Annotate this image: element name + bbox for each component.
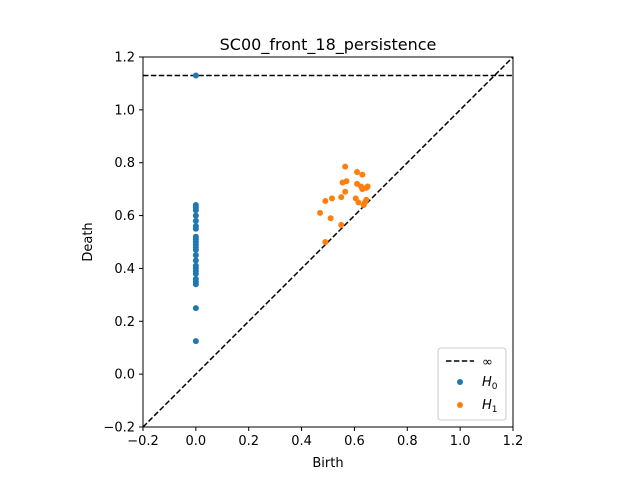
h1-point-10 <box>343 178 350 185</box>
h1-point-1 <box>322 239 329 245</box>
h1-point-3 <box>327 215 334 222</box>
y-tick-label-1: 0.0 <box>114 368 135 383</box>
h0-point-19 <box>192 270 199 277</box>
y-tick-label-0: −0.2 <box>103 421 135 436</box>
x-tick-label-0: −0.2 <box>127 434 159 449</box>
h1-point-6 <box>338 221 345 228</box>
h1-point-21 <box>364 183 371 190</box>
h0-point-13 <box>192 246 199 253</box>
x-tick-label-2: 0.2 <box>238 434 259 449</box>
h1-point-5 <box>338 194 345 201</box>
axes-area <box>142 56 514 428</box>
h1-point-4 <box>328 195 335 202</box>
x-tick-label-6: 1.0 <box>450 434 471 449</box>
y-tick-label-3: 0.4 <box>114 262 135 277</box>
h0-point-3 <box>192 207 199 214</box>
x-tick-label-3: 0.4 <box>291 434 312 449</box>
axis-ticks: −0.2 0.0 0.2 0.4 0.6 0.8 1.0 1.2 −0.2 0.0 0.2 0.4 0.… <box>103 51 523 450</box>
h0-point-14 <box>192 252 199 259</box>
legend-h1-subscript: 1 <box>492 405 498 415</box>
legend-h1-name: H <box>482 398 492 413</box>
legend-h0-label: H0 <box>482 375 498 392</box>
x-axis-title: Birth <box>312 456 343 471</box>
x-tick-label-1: 0.0 <box>186 434 207 449</box>
x-tick-label-4: 0.6 <box>344 434 365 449</box>
legend-box <box>437 347 507 421</box>
h0-point-15 <box>192 257 199 264</box>
y-tick-label-4: 0.6 <box>114 209 135 224</box>
h0-point-24 <box>192 338 199 345</box>
h0-point-23 <box>192 305 199 312</box>
h1-point-8 <box>342 163 349 170</box>
h1-point-14 <box>355 199 362 206</box>
h0-point-0 <box>192 72 199 79</box>
legend-h0-marker <box>457 379 463 385</box>
plot-frame <box>142 56 514 428</box>
h0-point-5 <box>192 217 199 224</box>
h1-point-22 <box>362 199 368 206</box>
h0-point-22 <box>192 281 199 288</box>
y-tick-label-2: 0.2 <box>114 315 135 330</box>
h1-point-2 <box>322 198 329 205</box>
legend-h1-marker <box>457 402 463 408</box>
h0-point-4 <box>192 212 199 219</box>
legend-h0-name: H <box>482 375 492 390</box>
y-tick-label-7: 1.2 <box>114 51 135 66</box>
h1-point-16 <box>359 171 366 178</box>
h1-point-9 <box>342 188 349 195</box>
legend: ∞ H0 H1 <box>437 347 507 421</box>
x-tick-label-5: 0.8 <box>397 434 418 449</box>
legend-h0-subscript: 0 <box>492 382 498 392</box>
y-tick-label-5: 0.8 <box>114 156 135 171</box>
x-tick-label-7: 1.2 <box>503 434 524 449</box>
h0-point-7 <box>192 225 199 232</box>
h1-point-0 <box>317 209 324 216</box>
y-axis-title: Death <box>81 222 96 261</box>
chart-title: SC00_front_18_persistence <box>220 35 437 55</box>
data-points <box>192 72 371 345</box>
legend-h1-label: H1 <box>482 398 498 415</box>
h1-point-13 <box>354 168 361 175</box>
legend-infinity-label: ∞ <box>482 355 493 370</box>
y-tick-label-6: 1.0 <box>114 103 135 118</box>
